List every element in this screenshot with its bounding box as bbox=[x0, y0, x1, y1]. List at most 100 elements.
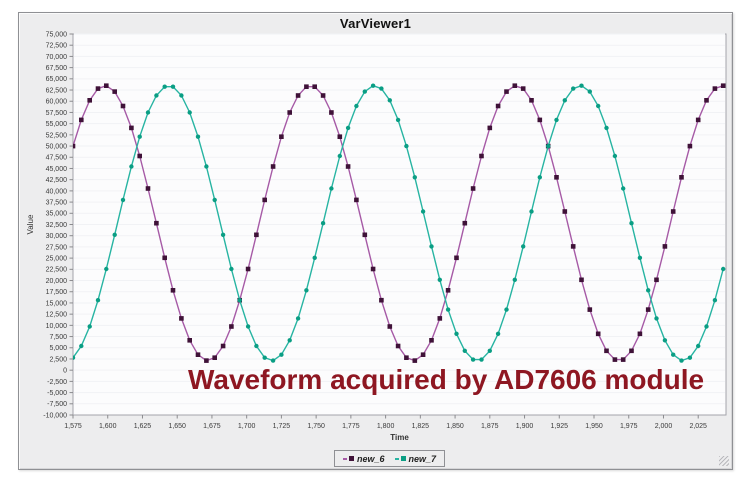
data-point-marker bbox=[345, 125, 351, 131]
data-point-marker bbox=[487, 348, 492, 353]
data-point-marker bbox=[554, 117, 559, 123]
data-point-marker bbox=[212, 355, 217, 360]
series-line-swatch-icon bbox=[343, 457, 347, 460]
series-marker-swatch-icon bbox=[400, 456, 406, 461]
data-point-marker bbox=[595, 331, 601, 337]
data-point-marker bbox=[254, 343, 259, 349]
data-point-marker bbox=[579, 83, 584, 88]
y-tick-label: 70,000 bbox=[46, 54, 68, 61]
data-point-marker bbox=[295, 316, 301, 321]
data-point-marker bbox=[562, 98, 567, 103]
data-point-marker bbox=[262, 197, 267, 203]
x-tick-label: 1,750 bbox=[307, 423, 325, 430]
data-point-marker bbox=[521, 244, 526, 249]
data-point-marker bbox=[546, 143, 551, 149]
x-tick-label: 1,850 bbox=[446, 423, 464, 430]
series-line-swatch-icon bbox=[394, 457, 399, 460]
data-point-marker bbox=[479, 357, 484, 362]
y-tick-label: 22,500 bbox=[46, 267, 68, 274]
varviewer-window: VarViewer1 -10,000 -7,500 -5,000 -2,500 0 2,5… bbox=[18, 12, 733, 470]
data-point-marker bbox=[420, 209, 426, 214]
y-tick-label: 32,500 bbox=[46, 222, 68, 229]
data-point-marker bbox=[495, 331, 501, 336]
data-point-marker bbox=[687, 143, 693, 149]
data-point-marker bbox=[379, 86, 384, 91]
y-tick-label: 15,000 bbox=[46, 300, 68, 307]
data-point-marker bbox=[579, 277, 584, 283]
data-point-marker bbox=[662, 244, 668, 249]
data-point-marker bbox=[395, 117, 401, 123]
y-tick-label: 35,000 bbox=[46, 211, 68, 218]
data-point-marker bbox=[195, 352, 201, 357]
y-tick-label: 30,000 bbox=[46, 233, 68, 240]
data-point-marker bbox=[704, 324, 709, 329]
data-point-marker bbox=[95, 86, 101, 91]
data-point-marker bbox=[87, 324, 92, 329]
y-tick-label: 20,000 bbox=[46, 278, 68, 285]
data-point-marker bbox=[470, 186, 476, 191]
data-point-marker bbox=[145, 110, 151, 115]
data-point-marker bbox=[137, 134, 142, 139]
data-point-marker bbox=[437, 277, 442, 282]
data-point-marker bbox=[154, 93, 159, 98]
data-point-marker bbox=[387, 324, 393, 329]
legend-item-new-7[interactable]: new_7 bbox=[394, 454, 436, 464]
resize-grip[interactable] bbox=[719, 456, 729, 466]
data-point-marker bbox=[687, 355, 693, 360]
y-tick-label: 7,500 bbox=[49, 334, 67, 341]
data-point-marker bbox=[679, 175, 684, 180]
data-point-marker bbox=[362, 232, 368, 238]
data-point-marker bbox=[129, 164, 134, 169]
data-point-marker bbox=[604, 125, 609, 131]
x-tick-label: 1,875 bbox=[481, 423, 499, 430]
data-point-marker bbox=[304, 288, 309, 293]
y-tick-label: 27,500 bbox=[46, 244, 68, 251]
data-point-marker bbox=[637, 331, 643, 337]
waveform-chart[interactable]: -10,000 -7,500 -5,000 -2,500 0 2,500 5,000 7,50… bbox=[19, 13, 734, 453]
y-tick-label: 57,500 bbox=[46, 110, 68, 117]
data-point-marker bbox=[229, 266, 234, 272]
data-point-marker bbox=[504, 307, 509, 312]
data-point-marker bbox=[295, 93, 301, 98]
x-tick-label: 1,600 bbox=[99, 423, 117, 430]
data-point-marker bbox=[412, 175, 417, 180]
data-point-marker bbox=[537, 175, 542, 180]
data-point-marker bbox=[204, 164, 209, 169]
x-tick-label: 1,650 bbox=[168, 423, 186, 430]
data-point-marker bbox=[462, 220, 468, 226]
data-point-marker bbox=[304, 84, 309, 89]
data-point-marker bbox=[645, 307, 651, 312]
data-point-marker bbox=[229, 324, 234, 329]
y-axis-title: Value bbox=[26, 214, 35, 234]
x-tick-label: 2,025 bbox=[689, 423, 707, 430]
y-tick-label: 0 bbox=[63, 368, 67, 375]
data-point-marker bbox=[329, 110, 334, 115]
data-point-marker bbox=[270, 164, 276, 169]
legend-item-new-6[interactable]: new_6 bbox=[343, 454, 385, 464]
data-point-marker bbox=[679, 358, 684, 363]
series-new_6 bbox=[73, 83, 726, 363]
data-point-marker bbox=[712, 86, 718, 91]
data-point-marker bbox=[354, 103, 359, 109]
y-tick-label: -7,500 bbox=[47, 401, 67, 408]
x-tick-label: 1,575 bbox=[64, 423, 82, 430]
data-point-marker bbox=[73, 355, 76, 360]
data-point-marker bbox=[445, 288, 451, 293]
data-point-marker bbox=[170, 84, 176, 89]
data-point-marker bbox=[312, 255, 317, 260]
data-point-marker bbox=[629, 348, 634, 354]
data-point-marker bbox=[73, 143, 76, 149]
data-point-marker bbox=[204, 358, 209, 363]
legend-label: new_6 bbox=[357, 453, 385, 464]
x-tick-label: 1,775 bbox=[342, 423, 360, 430]
data-point-marker bbox=[287, 110, 292, 115]
data-point-marker bbox=[420, 352, 426, 357]
y-tick-label: 65,000 bbox=[46, 76, 68, 83]
data-point-marker bbox=[412, 358, 418, 363]
data-point-marker bbox=[721, 266, 726, 272]
data-point-marker bbox=[529, 209, 534, 214]
data-point-marker bbox=[554, 175, 559, 180]
data-point-marker bbox=[529, 98, 534, 103]
data-point-marker bbox=[395, 343, 401, 349]
